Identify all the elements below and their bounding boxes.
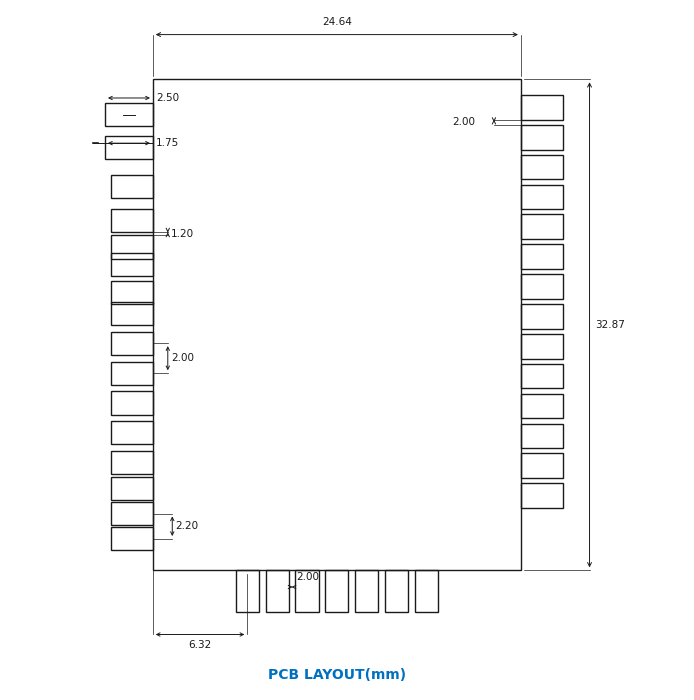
Bar: [520, 393, 563, 419]
Bar: [111, 527, 153, 550]
Bar: [385, 570, 408, 612]
Bar: [520, 185, 563, 209]
Bar: [296, 570, 319, 612]
Bar: [111, 281, 153, 304]
Bar: [111, 362, 153, 385]
Bar: [415, 570, 438, 612]
Bar: [520, 244, 563, 269]
Bar: [111, 209, 153, 232]
Bar: [520, 424, 563, 448]
Bar: [111, 302, 153, 325]
Text: 6.32: 6.32: [189, 640, 212, 650]
Bar: [520, 214, 563, 239]
Bar: [236, 570, 259, 612]
Bar: [111, 452, 153, 475]
Bar: [105, 136, 153, 159]
Bar: [520, 304, 563, 329]
Bar: [105, 103, 153, 127]
Bar: [111, 391, 153, 414]
Text: 2.20: 2.20: [176, 522, 198, 531]
Bar: [520, 334, 563, 358]
Text: 1.20: 1.20: [171, 229, 194, 239]
Bar: [111, 502, 153, 525]
Bar: [520, 95, 563, 120]
Bar: [111, 175, 153, 198]
Bar: [111, 477, 153, 500]
Bar: [111, 235, 153, 258]
Bar: [266, 570, 289, 612]
Bar: [111, 332, 153, 355]
Text: 2.00: 2.00: [296, 572, 319, 582]
Text: 32.87: 32.87: [595, 320, 625, 330]
Bar: [111, 421, 153, 444]
Bar: [153, 79, 520, 570]
Bar: [520, 125, 563, 150]
Bar: [520, 483, 563, 508]
Bar: [520, 155, 563, 179]
Bar: [325, 570, 348, 612]
Bar: [520, 274, 563, 299]
Bar: [355, 570, 378, 612]
Bar: [111, 253, 153, 276]
Text: 24.64: 24.64: [322, 17, 352, 27]
Text: 2.50: 2.50: [156, 93, 179, 103]
Bar: [520, 364, 563, 388]
Text: 2.00: 2.00: [452, 118, 475, 127]
Bar: [520, 454, 563, 478]
Text: PCB LAYOUT(mm): PCB LAYOUT(mm): [268, 668, 406, 682]
Text: 2.00: 2.00: [171, 354, 194, 363]
Text: 1.75: 1.75: [156, 138, 179, 148]
